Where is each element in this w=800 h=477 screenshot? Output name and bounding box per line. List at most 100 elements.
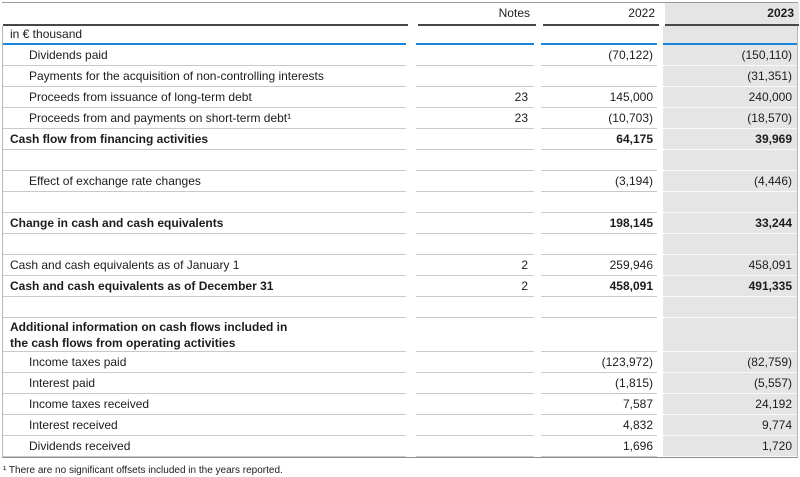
row-label: Cash flow from financing activities xyxy=(3,129,406,150)
value-2023-cell: (150,110) xyxy=(663,45,797,66)
unit-notes-cell xyxy=(416,26,534,45)
row-label: Interest paid xyxy=(3,373,406,394)
value-2022-cell: 145,000 xyxy=(541,87,657,108)
table-row: Income taxes received 7,587 24,192 xyxy=(3,394,797,415)
value-2023-cell: 33,244 xyxy=(663,213,797,234)
row-label xyxy=(3,234,406,255)
row-label xyxy=(3,150,406,171)
row-label xyxy=(3,297,406,318)
value-2023-cell xyxy=(663,234,797,255)
spacer-row xyxy=(3,297,797,318)
notes-cell xyxy=(416,415,534,436)
notes-cell xyxy=(416,394,534,415)
value-2022-cell xyxy=(541,234,657,255)
value-2022-cell xyxy=(541,150,657,171)
header-empty-cell xyxy=(3,3,408,26)
value-2023-cell: 491,335 xyxy=(663,276,797,297)
value-2022-cell xyxy=(541,318,657,352)
value-2022-cell: 64,175 xyxy=(541,129,657,150)
row-label: Dividends received xyxy=(3,436,406,457)
row-label: Proceeds from and payments on short-term… xyxy=(3,108,406,129)
table-row: Cash flow from financing activities 64,17… xyxy=(3,129,797,150)
unit-label: in € thousand xyxy=(3,26,406,45)
value-2023-cell xyxy=(663,297,797,318)
value-2022-cell: 1,696 xyxy=(541,436,657,457)
value-2023-cell: (31,351) xyxy=(663,66,797,87)
notes-cell xyxy=(416,297,534,318)
row-label: Proceeds from issuance of long-term debt xyxy=(3,87,406,108)
table-row: Interest paid (1,815) (5,557) xyxy=(3,373,797,394)
value-2022-cell: (3,194) xyxy=(541,171,657,192)
notes-cell: 23 xyxy=(416,108,534,129)
notes-cell: 2 xyxy=(416,276,534,297)
row-label xyxy=(3,192,406,213)
notes-cell xyxy=(416,45,534,66)
row-label: Effect of exchange rate changes xyxy=(3,171,406,192)
cash-flow-table: Notes 2022 2023 in € thousand Dividends … xyxy=(2,2,799,458)
value-2022-cell: (70,122) xyxy=(541,45,657,66)
value-2023-cell xyxy=(663,150,797,171)
table-row: Cash and cash equivalents as of December… xyxy=(3,276,797,297)
spacer-row xyxy=(3,192,797,213)
value-2022-cell: 458,091 xyxy=(541,276,657,297)
value-2023-cell: 24,192 xyxy=(663,394,797,415)
table-row: Change in cash and cash equivalents 198,1… xyxy=(3,213,797,234)
table-row: Income taxes paid (123,972) (82,759) xyxy=(3,352,797,373)
value-2022-cell: (123,972) xyxy=(541,352,657,373)
row-label: Income taxes paid xyxy=(3,352,406,373)
row-label: Cash and cash equivalents as of December… xyxy=(3,276,406,297)
footnote: ¹ There are no significant offsets inclu… xyxy=(3,465,283,476)
unit-2022-cell xyxy=(541,26,657,45)
row-label: Interest received xyxy=(3,415,406,436)
table-row: Proceeds from and payments on short-term… xyxy=(3,108,797,129)
notes-cell xyxy=(416,192,534,213)
header-notes: Notes xyxy=(418,3,536,26)
notes-cell xyxy=(416,352,534,373)
notes-cell xyxy=(416,171,534,192)
value-2022-cell: 7,587 xyxy=(541,394,657,415)
notes-cell xyxy=(416,213,534,234)
table-row: Proceeds from issuance of long-term debt… xyxy=(3,87,797,108)
table-top-border xyxy=(2,2,798,3)
value-2023-cell: 458,091 xyxy=(663,255,797,276)
header-2023: 2023 xyxy=(665,3,799,26)
header-2022: 2022 xyxy=(543,3,659,26)
table-body: in € thousand Dividends paid (70,122) (150… xyxy=(2,26,798,458)
spacer-row xyxy=(3,150,797,171)
value-2023-cell: (4,446) xyxy=(663,171,797,192)
table-row: Cash and cash equivalents as of January … xyxy=(3,255,797,276)
row-label: Income taxes received xyxy=(3,394,406,415)
value-2022-cell: (10,703) xyxy=(541,108,657,129)
value-2023-cell: 9,774 xyxy=(663,415,797,436)
row-label: Dividends paid xyxy=(3,45,406,66)
row-label: Additional information on cash flows inc… xyxy=(3,318,406,352)
value-2022-cell xyxy=(541,297,657,318)
value-2022-cell: 4,832 xyxy=(541,415,657,436)
notes-cell xyxy=(416,373,534,394)
table-row: Dividends paid (70,122) (150,110) xyxy=(3,45,797,66)
notes-cell xyxy=(416,129,534,150)
table-row: Dividends received 1,696 1,720 xyxy=(3,436,797,457)
value-2023-cell: (82,759) xyxy=(663,352,797,373)
value-2022-cell: (1,815) xyxy=(541,373,657,394)
table-row: Interest received 4,832 9,774 xyxy=(3,415,797,436)
notes-cell: 23 xyxy=(416,87,534,108)
value-2023-cell: 39,969 xyxy=(663,129,797,150)
value-2022-cell: 259,946 xyxy=(541,255,657,276)
unit-2023-cell xyxy=(663,26,797,45)
spacer-row xyxy=(3,234,797,255)
table-row: Additional information on cash flows inc… xyxy=(3,318,797,352)
table-row: Payments for the acquisition of non-cont… xyxy=(3,66,797,87)
notes-cell xyxy=(416,318,534,352)
value-2023-cell: (18,570) xyxy=(663,108,797,129)
value-2023-cell: 240,000 xyxy=(663,87,797,108)
notes-cell: 2 xyxy=(416,255,534,276)
unit-row: in € thousand xyxy=(3,26,797,45)
table-header-row: Notes 2022 2023 xyxy=(3,3,799,26)
row-label: Change in cash and cash equivalents xyxy=(3,213,406,234)
value-2022-cell xyxy=(541,192,657,213)
value-2022-cell xyxy=(541,66,657,87)
notes-cell xyxy=(416,234,534,255)
notes-cell xyxy=(416,66,534,87)
